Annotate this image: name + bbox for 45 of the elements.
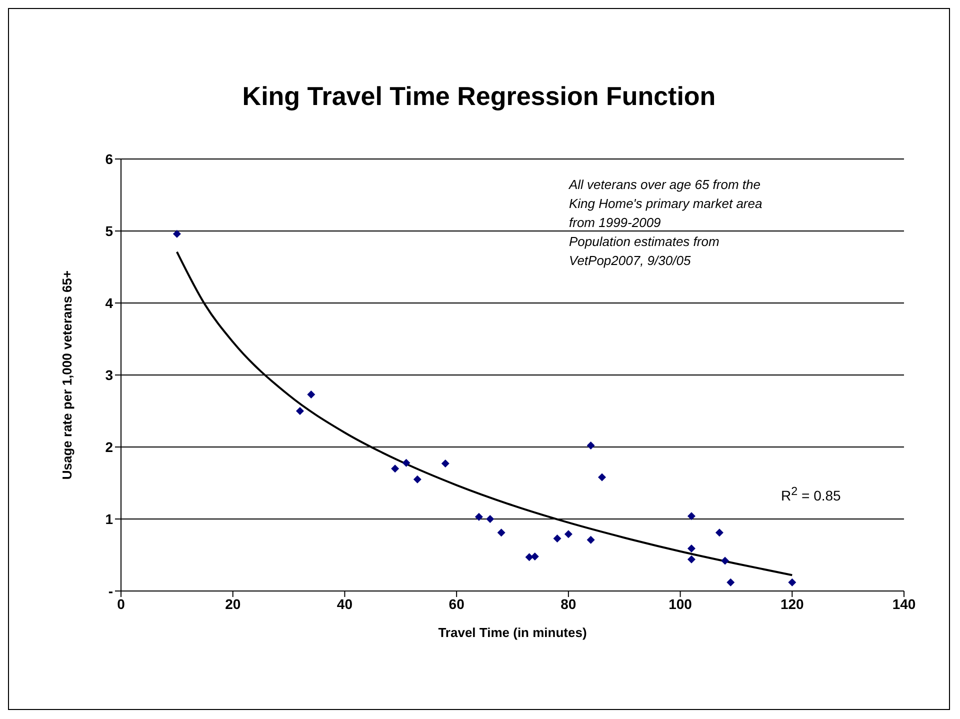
- x-tick-label: 100: [668, 596, 692, 612]
- point: [391, 464, 400, 473]
- point: [586, 442, 595, 450]
- y-tick-label: 2: [105, 438, 114, 455]
- y-tick-label: 3: [105, 366, 114, 383]
- y-tick-label: 6: [105, 150, 114, 167]
- x-tick-label: 20: [225, 596, 241, 612]
- y-tick-label: -: [108, 582, 114, 599]
- point: [525, 553, 534, 562]
- point: [413, 475, 422, 484]
- point: [402, 458, 410, 467]
- point: [564, 530, 572, 538]
- x-tick-label: 120: [780, 596, 804, 612]
- y-axis-title: Usage rate per 1,000 veterans 65+: [60, 270, 75, 480]
- point: [687, 512, 696, 520]
- point: [474, 512, 483, 521]
- annotation: R$^{2}$ = 0.85: [781, 485, 841, 504]
- y-tick-label: 4: [105, 294, 114, 311]
- x-tick-label: 40: [336, 596, 353, 612]
- point: [687, 544, 696, 553]
- x-tick-label: 80: [560, 596, 576, 612]
- point: [721, 556, 730, 565]
- point: [296, 407, 304, 415]
- y-tick-label: 5: [105, 222, 114, 239]
- y-tick-label: 1: [105, 510, 114, 527]
- x-tick-label: 0: [117, 596, 126, 612]
- point: [788, 578, 796, 586]
- x-tick-label: 60: [448, 596, 465, 612]
- point: [497, 528, 506, 537]
- x-axis-title: Travel Time (in minutes): [438, 625, 587, 640]
- annotation: All veterans over age 65 from the King Home's primary market area from 1999-2009: [569, 176, 764, 232]
- chart-title: King Travel Time Regression Function: [241, 81, 717, 112]
- point: [530, 552, 539, 560]
- point: [726, 578, 735, 586]
- point: [172, 230, 181, 238]
- point: [307, 390, 316, 398]
- point: [586, 536, 595, 544]
- annotation: Population estimates from VetPop2007, 9/30/05: [569, 233, 720, 270]
- point: [715, 528, 724, 537]
- point: [486, 515, 494, 523]
- point: [598, 473, 606, 482]
- point: [553, 534, 562, 542]
- point: [687, 555, 696, 564]
- x-tick-label: 140: [892, 596, 916, 612]
- point: [441, 460, 450, 468]
